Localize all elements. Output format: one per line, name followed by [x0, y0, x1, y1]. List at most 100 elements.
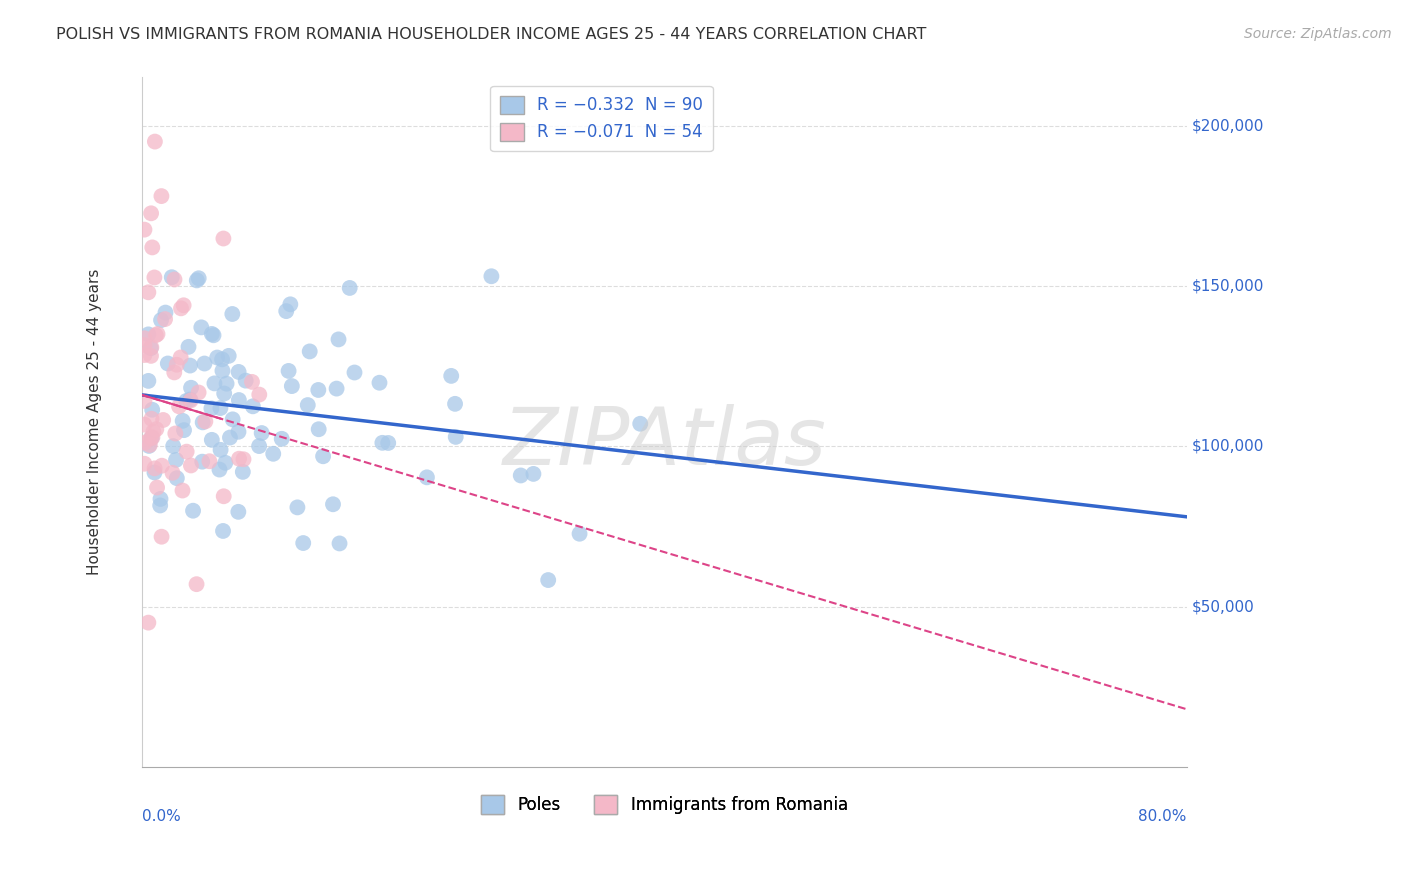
Point [212, 489, 235, 503]
Point [162, 466, 184, 480]
Point [212, 231, 235, 245]
Point [328, 332, 350, 346]
Point [145, 328, 167, 343]
Point [212, 386, 235, 401]
Point [179, 359, 201, 373]
Point [522, 467, 544, 481]
Point [201, 433, 224, 447]
Point [201, 326, 224, 341]
Point [139, 438, 162, 452]
Point [276, 304, 298, 318]
Point [139, 341, 162, 355]
Point [190, 320, 212, 334]
Point [150, 458, 173, 473]
Text: $50,000: $50,000 [1192, 599, 1254, 614]
Point [628, 417, 651, 431]
Point [371, 435, 394, 450]
Point [163, 366, 186, 380]
Point [232, 452, 254, 467]
Point [165, 426, 187, 441]
Point [228, 451, 250, 466]
Point [211, 364, 233, 378]
Point [134, 348, 156, 362]
Point [191, 415, 214, 429]
Point [298, 344, 321, 359]
Point [247, 439, 270, 453]
Point [278, 297, 301, 311]
Point [200, 401, 222, 416]
Point [416, 470, 439, 484]
Point [328, 536, 350, 550]
Text: $150,000: $150,000 [1192, 278, 1264, 293]
Point [232, 465, 254, 479]
Point [138, 374, 160, 388]
Point [139, 206, 162, 220]
Point [165, 453, 187, 467]
Point [163, 272, 186, 286]
Point [169, 351, 191, 365]
Point [141, 402, 163, 417]
Point [292, 536, 315, 550]
Point [228, 365, 250, 379]
Point [307, 383, 329, 397]
Text: 80.0%: 80.0% [1139, 809, 1187, 823]
Point [156, 357, 179, 371]
Point [322, 497, 344, 511]
Point [202, 328, 225, 343]
Point [149, 491, 172, 506]
Point [221, 412, 243, 426]
Point [172, 483, 194, 498]
Point [211, 352, 233, 367]
Point [444, 430, 467, 444]
Point [228, 505, 250, 519]
Point [209, 401, 232, 415]
Point [141, 240, 163, 254]
Point [179, 392, 201, 407]
Point [297, 398, 319, 412]
Point [139, 431, 162, 445]
Point [180, 393, 202, 408]
Point [146, 481, 169, 495]
Point [208, 462, 231, 476]
Point [177, 340, 200, 354]
Point [214, 456, 236, 470]
Point [481, 269, 503, 284]
Point [209, 442, 232, 457]
Point [180, 458, 202, 473]
Point [141, 431, 163, 445]
Point [134, 331, 156, 345]
Text: POLISH VS IMMIGRANTS FROM ROMANIA HOUSEHOLDER INCOME AGES 25 - 44 YEARS CORRELAT: POLISH VS IMMIGRANTS FROM ROMANIA HOUSEH… [56, 27, 927, 42]
Point [312, 449, 335, 463]
Point [162, 439, 184, 453]
Point [509, 468, 531, 483]
Point [228, 392, 250, 407]
Text: Householder Income Ages 25 - 44 years: Householder Income Ages 25 - 44 years [87, 269, 103, 575]
Point [228, 425, 250, 439]
Point [138, 285, 160, 300]
Point [134, 393, 156, 408]
Point [343, 366, 366, 380]
Point [215, 376, 238, 391]
Point [141, 411, 163, 425]
Point [173, 423, 195, 437]
Point [308, 422, 330, 436]
Point [141, 340, 163, 354]
Point [134, 435, 156, 450]
Point [218, 349, 240, 363]
Point [281, 379, 304, 393]
Point [134, 417, 156, 432]
Point [339, 281, 361, 295]
Point [138, 439, 160, 453]
Point [270, 432, 292, 446]
Point [440, 368, 463, 383]
Point [143, 135, 166, 149]
Legend: Poles, Immigrants from Romania: Poles, Immigrants from Romania [474, 789, 855, 821]
Text: Source: ZipAtlas.com: Source: ZipAtlas.com [1244, 27, 1392, 41]
Point [193, 357, 215, 371]
Point [155, 305, 177, 319]
Point [287, 500, 309, 515]
Text: $200,000: $200,000 [1192, 118, 1264, 133]
Point [166, 471, 188, 485]
Point [277, 364, 299, 378]
Point [149, 499, 172, 513]
